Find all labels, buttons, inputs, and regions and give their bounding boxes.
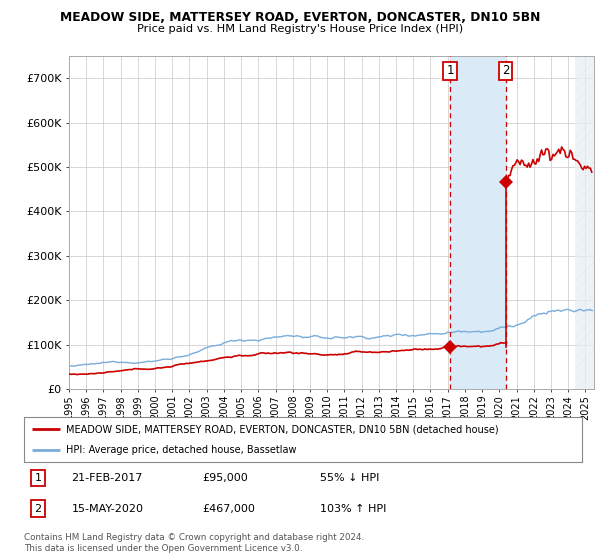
Text: Price paid vs. HM Land Registry's House Price Index (HPI): Price paid vs. HM Land Registry's House … bbox=[137, 24, 463, 34]
Text: MEADOW SIDE, MATTERSEY ROAD, EVERTON, DONCASTER, DN10 5BN: MEADOW SIDE, MATTERSEY ROAD, EVERTON, DO… bbox=[60, 11, 540, 24]
Text: 2: 2 bbox=[502, 64, 509, 77]
Text: MEADOW SIDE, MATTERSEY ROAD, EVERTON, DONCASTER, DN10 5BN (detached house): MEADOW SIDE, MATTERSEY ROAD, EVERTON, DO… bbox=[66, 424, 499, 435]
Text: 2: 2 bbox=[34, 503, 41, 514]
Text: 103% ↑ HPI: 103% ↑ HPI bbox=[320, 503, 386, 514]
Text: 1: 1 bbox=[446, 64, 454, 77]
Text: £467,000: £467,000 bbox=[203, 503, 256, 514]
Bar bbox=[575, 56, 594, 389]
Text: 55% ↓ HPI: 55% ↓ HPI bbox=[320, 473, 379, 483]
Text: 1: 1 bbox=[34, 473, 41, 483]
Bar bbox=[450, 56, 506, 389]
Text: 21-FEB-2017: 21-FEB-2017 bbox=[71, 473, 143, 483]
Text: HPI: Average price, detached house, Bassetlaw: HPI: Average price, detached house, Bass… bbox=[66, 445, 296, 455]
Text: Contains HM Land Registry data © Crown copyright and database right 2024.
This d: Contains HM Land Registry data © Crown c… bbox=[24, 533, 364, 553]
Text: £95,000: £95,000 bbox=[203, 473, 248, 483]
Text: 15-MAY-2020: 15-MAY-2020 bbox=[71, 503, 143, 514]
